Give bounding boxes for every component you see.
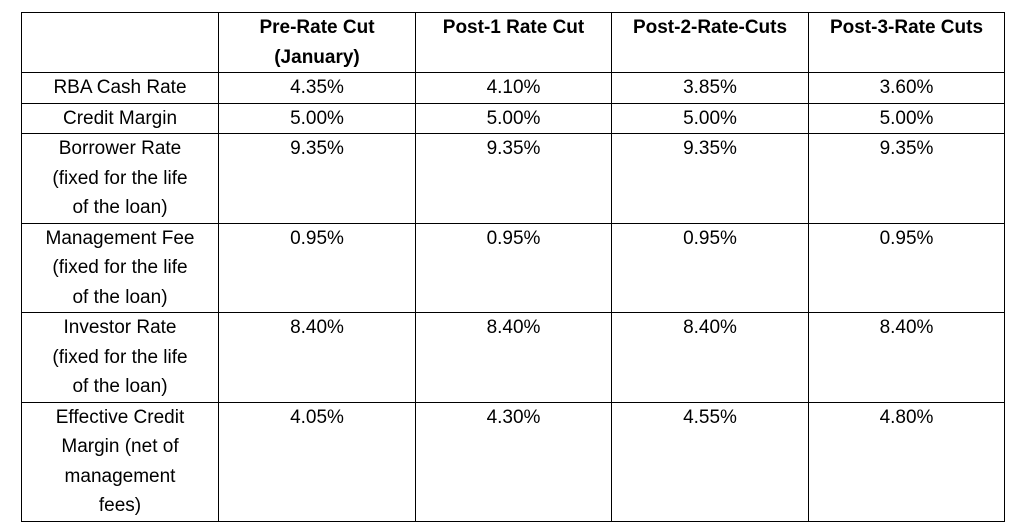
header-pre-rate-cut: Pre-Rate Cut (January) [218,12,416,73]
table-row: Borrower Rate (fixed for the life of the… [21,133,1005,224]
value-cell: 0.95% [808,222,1005,313]
header-corner-cell [21,12,219,73]
value-cell: 8.40% [415,312,612,403]
value-cell: 4.55% [611,401,809,522]
value-cell: 4.30% [415,401,612,522]
row-label-line: of the loan) [72,286,168,308]
header-line: Post-3-Rate Cuts [829,17,984,38]
row-label-line: Margin (net of [61,436,179,457]
header-post-3-rate-cuts: Post-3-Rate Cuts [808,12,1005,73]
value-cell: 8.40% [218,312,416,403]
value-cell: 8.40% [611,312,809,403]
row-label-credit-margin: Credit Margin [21,102,219,134]
row-label-line: (fixed for the life [52,257,188,278]
value-cell: 9.35% [611,133,809,224]
row-label-line: fees) [98,495,142,516]
table-row: Effective Credit Margin (net of manageme… [21,401,1005,522]
row-label-line: of the loan) [72,197,168,218]
header-row: Pre-Rate Cut (January) Post-1 Rate Cut P… [21,12,1005,73]
row-label-line: management [64,465,176,487]
row-label-effective-credit-margin: Effective Credit Margin (net of manageme… [21,401,219,522]
row-label-line: (fixed for the life [52,346,188,368]
value-cell: 3.60% [808,72,1005,104]
row-label-borrower-rate: Borrower Rate (fixed for the life of the… [21,133,219,224]
value-cell: 9.35% [808,133,1005,224]
value-cell: 5.00% [808,102,1005,134]
row-label-line: Management Fee [45,227,195,249]
table-row: Investor Rate (fixed for the life of the… [21,312,1005,403]
value-cell: 4.80% [808,401,1005,522]
value-cell: 9.35% [218,133,416,224]
table-row: Management Fee (fixed for the life of th… [21,222,1005,313]
row-label-line: of the loan) [72,376,168,397]
table-row: RBA Cash Rate 4.35% 4.10% 3.85% 3.60% [21,72,1005,104]
row-label-line: RBA Cash Rate [53,77,187,98]
row-label-line: Credit Margin [62,107,178,129]
header-post-1-rate-cut: Post-1 Rate Cut [415,12,612,73]
rate-comparison-table: Pre-Rate Cut (January) Post-1 Rate Cut P… [21,12,1005,522]
value-cell: 4.10% [415,72,612,104]
table-row: Credit Margin 5.00% 5.00% 5.00% 5.00% [21,102,1005,134]
header-line: Post-1 Rate Cut [442,17,585,38]
value-cell: 5.00% [611,102,809,134]
value-cell: 0.95% [611,222,809,313]
row-label-line: Investor Rate [63,317,177,338]
value-cell: 9.35% [415,133,612,224]
header-line: Post-2-Rate-Cuts [632,17,788,38]
value-cell: 3.85% [611,72,809,104]
row-label-line: Effective Credit [55,406,185,428]
row-label-rba-cash-rate: RBA Cash Rate [21,72,219,104]
row-label-line: (fixed for the life [52,167,188,189]
header-line: Pre-Rate Cut [259,17,375,38]
row-label-investor-rate: Investor Rate (fixed for the life of the… [21,312,219,403]
value-cell: 5.00% [415,102,612,134]
value-cell: 0.95% [415,222,612,313]
value-cell: 5.00% [218,102,416,134]
value-cell: 8.40% [808,312,1005,403]
value-cell: 4.35% [218,72,416,104]
value-cell: 4.05% [218,401,416,522]
header-post-2-rate-cuts: Post-2-Rate-Cuts [611,12,809,73]
row-label-line: Borrower Rate [58,138,182,159]
value-cell: 0.95% [218,222,416,313]
header-line: (January) [274,46,360,68]
row-label-management-fee: Management Fee (fixed for the life of th… [21,222,219,313]
